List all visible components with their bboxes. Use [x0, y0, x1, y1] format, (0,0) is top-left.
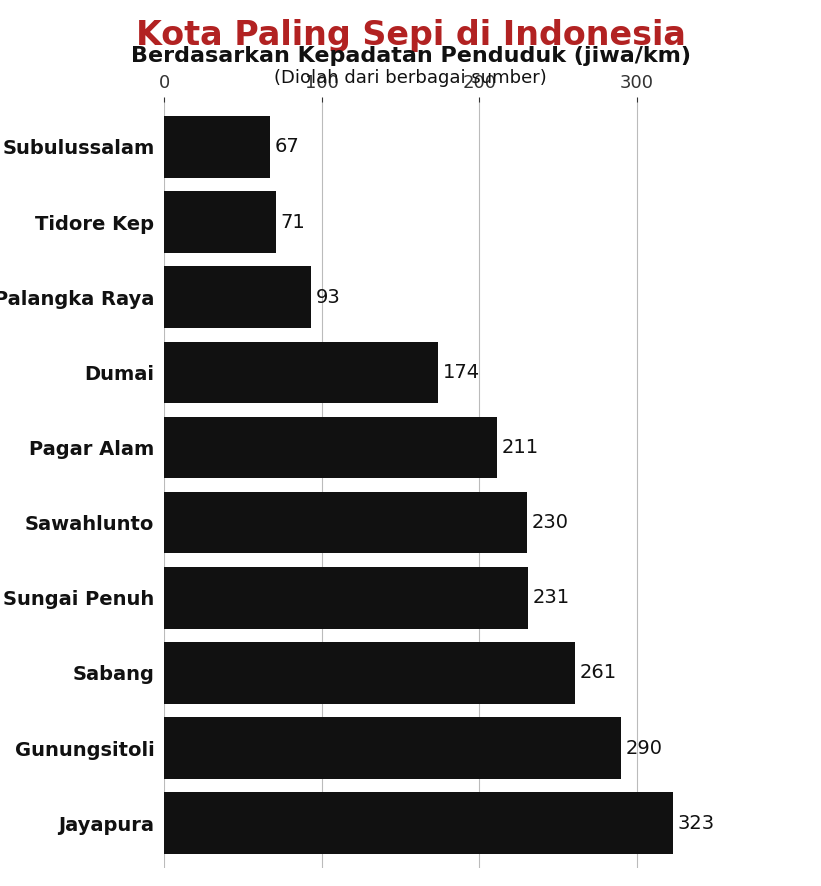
Text: 211: 211: [502, 438, 539, 457]
Text: 174: 174: [443, 363, 480, 382]
Bar: [164, 267, 310, 328]
Bar: [164, 642, 576, 703]
Bar: [164, 718, 621, 779]
Text: 67: 67: [274, 137, 299, 157]
Bar: [164, 342, 438, 403]
Bar: [164, 191, 276, 253]
Text: 230: 230: [531, 513, 568, 532]
Bar: [164, 492, 526, 554]
Text: 93: 93: [315, 288, 340, 307]
Text: Kota Paling Sepi di Indonesia: Kota Paling Sepi di Indonesia: [135, 19, 686, 52]
Text: 290: 290: [626, 739, 663, 758]
Bar: [164, 416, 497, 478]
Text: 323: 323: [678, 813, 715, 833]
Bar: [164, 116, 270, 178]
Bar: [164, 792, 673, 854]
Text: (Diolah dari berbagai sumber): (Diolah dari berbagai sumber): [274, 69, 547, 87]
Text: 261: 261: [580, 664, 617, 682]
Text: 231: 231: [533, 588, 570, 607]
Text: 71: 71: [281, 213, 305, 231]
Text: Berdasarkan Kepadatan Penduduk (jiwa/km): Berdasarkan Kepadatan Penduduk (jiwa/km): [131, 46, 690, 66]
Bar: [164, 567, 528, 628]
